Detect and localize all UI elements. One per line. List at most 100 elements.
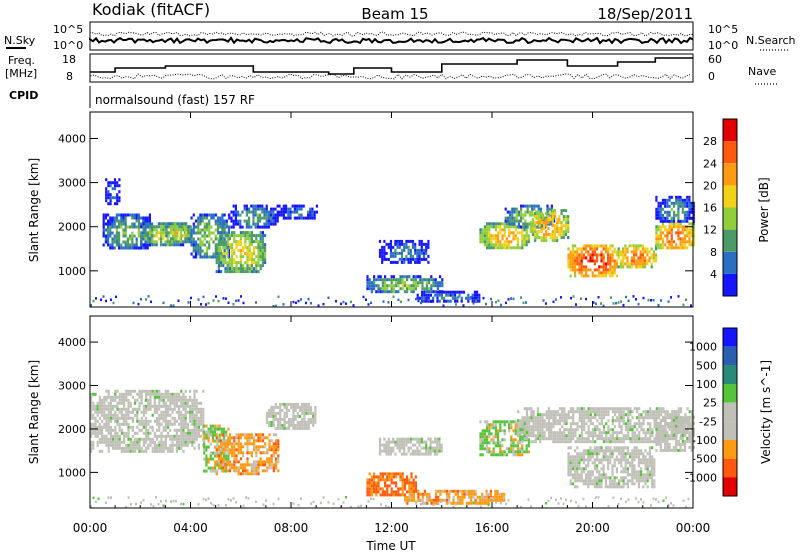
velocity-colorbar-tick-4: -25	[699, 415, 717, 428]
time-tick-label-5: 20:00	[575, 521, 610, 535]
power-ytick-label-2: 3000	[58, 177, 86, 190]
velocity-colorbar-swatch-8	[723, 477, 737, 496]
cpid-mode-text: normalsound (fast) 157 RF	[95, 93, 255, 107]
power-scatter-region-7	[278, 204, 318, 220]
power-colorbar-label: Power [dB]	[757, 177, 771, 242]
velocity-ytick-label-3: 4000	[58, 336, 86, 349]
nave-trace	[89, 73, 691, 80]
velocity-colorbar-swatch-1	[723, 346, 737, 366]
power-colorbar-swatch-2	[723, 229, 737, 252]
power-colorbar-tick-4: 20	[703, 179, 717, 192]
nave-label: Nave	[748, 65, 776, 78]
velocity-ytick-label-0: 1000	[58, 466, 86, 479]
velocity-colorbar-swatch-6	[723, 440, 737, 459]
power-scatter-region-15	[617, 244, 658, 269]
freq-label-line1: Freq.	[8, 54, 35, 67]
power-colorbar-swatch-7	[723, 119, 737, 142]
noise-search-label: N.Search	[746, 34, 796, 47]
time-tick-label-6: 00:00	[676, 521, 711, 535]
velocity-ground-scatter	[90, 496, 690, 509]
station-title: Kodiak (fitACF)	[92, 0, 210, 19]
power-scatter-region-5	[215, 231, 267, 274]
noise-panel-frame	[89, 21, 694, 51]
velocity-scatter-region-5	[404, 489, 506, 505]
velocity-colorbar-tick-2: 100	[696, 378, 717, 391]
noise-ytick-top-left: 10^5	[53, 23, 83, 36]
velocity-ytick-label-2: 3000	[58, 380, 86, 393]
power-panel-data	[90, 178, 695, 308]
velocity-colorbar-swatch-5	[723, 421, 737, 440]
power-colorbar-swatch-5	[723, 163, 737, 186]
velocity-scatter-region-9	[567, 446, 656, 489]
power-colorbar-swatch-4	[723, 185, 737, 208]
velocity-colorbar: 1000 500 100 25 -25 -100 -500 -1000	[685, 327, 738, 497]
velocity-colorbar-swatch-0	[723, 328, 737, 347]
power-colorbar-tick-3: 16	[703, 202, 717, 215]
power-colorbar-tick-1: 8	[710, 246, 717, 259]
power-colorbar-tick-0: 4	[710, 268, 717, 281]
power-scatter-region-13	[529, 209, 570, 243]
velocity-colorbar-label: Velocity [m s^-1]	[759, 360, 773, 464]
freq-tick-bottom: 8	[66, 70, 73, 83]
nave-tick-top: 60	[708, 53, 722, 66]
power-scatter-region-6	[228, 204, 279, 229]
velocity-scatter-region-10	[655, 415, 695, 452]
velocity-colorbar-tick-7: -1000	[685, 471, 717, 484]
power-ytick-label-0: 1000	[58, 265, 86, 278]
noise-sky-label: N.Sky	[4, 34, 36, 47]
velocity-scatter-region-2	[215, 433, 280, 476]
time-tick-label-1: 04:00	[173, 521, 208, 535]
power-yticks: 1000 2000 3000 4000	[58, 132, 693, 278]
power-scatter-region-8	[366, 275, 444, 294]
velocity-colorbar-swatch-3	[723, 384, 737, 403]
power-colorbar-swatch-0	[723, 273, 737, 296]
velocity-colorbar-tick-6: -500	[692, 453, 717, 466]
nave-tick-bottom: 0	[708, 70, 715, 83]
velocity-colorbar-frame	[722, 327, 738, 497]
power-scatter-region-16	[655, 222, 695, 250]
velocity-colorbar-tick-5: -100	[692, 434, 717, 447]
velocity-colorbar-tick-1: 500	[696, 359, 717, 372]
velocity-scatter-region-3	[265, 402, 317, 430]
freq-tick-top: 18	[62, 53, 76, 66]
velocity-colorbar-swatch-2	[723, 365, 737, 384]
power-colorbar-swatch-3	[723, 207, 737, 230]
power-colorbar-frame	[722, 118, 738, 297]
time-axis-label: Time UT	[365, 539, 416, 553]
velocity-yticks: 1000 2000 3000 4000	[58, 336, 693, 479]
velocity-colorbar-tick-0: 1000	[689, 341, 717, 354]
power-ground-scatter	[90, 295, 692, 308]
power-scatter-region-0	[102, 213, 154, 250]
power-ylabel: Slant Range [km]	[27, 158, 41, 262]
power-scatter-region-17	[655, 195, 695, 223]
velocity-colorbar-tick-3: 25	[703, 397, 717, 410]
noise-sky-trace	[89, 36, 694, 45]
noise-ytick-bottom-right: 10^0	[708, 39, 738, 52]
velocity-ytick-label-1: 2000	[58, 423, 86, 436]
freq-panel-frame	[89, 53, 694, 83]
freq-label-line2: [MHz]	[5, 67, 37, 80]
time-tick-label-2: 08:00	[274, 521, 309, 535]
noise-ytick-top-right: 10^5	[708, 23, 738, 36]
power-colorbar-swatch-1	[723, 251, 737, 274]
power-colorbar-tick-2: 12	[703, 224, 717, 237]
velocity-ylabel: Slant Range [km]	[27, 360, 41, 464]
beam-label: Beam 15	[361, 5, 428, 23]
velocity-colorbar-swatch-7	[723, 458, 737, 478]
time-tick-label-0: 00:00	[73, 521, 108, 535]
power-scatter-region-14	[567, 244, 618, 278]
power-scatter-region-10	[378, 239, 430, 264]
noise-search-trace	[89, 31, 694, 37]
power-colorbar: 4 8 12 16 20 24 28	[703, 118, 738, 297]
cpid-label: CPID	[9, 89, 38, 102]
power-ytick-label-3: 4000	[58, 132, 86, 145]
time-tick-label-3: 12:00	[374, 521, 409, 535]
date-label: 18/Sep/2011	[597, 5, 693, 23]
freq-trace	[90, 57, 693, 75]
noise-ytick-bottom-left: 10^0	[53, 39, 83, 52]
power-colorbar-swatch-6	[723, 141, 737, 164]
time-tick-label-4: 16:00	[475, 521, 510, 535]
power-ytick-label-1: 2000	[58, 221, 86, 234]
power-scatter-region-4	[190, 213, 231, 259]
